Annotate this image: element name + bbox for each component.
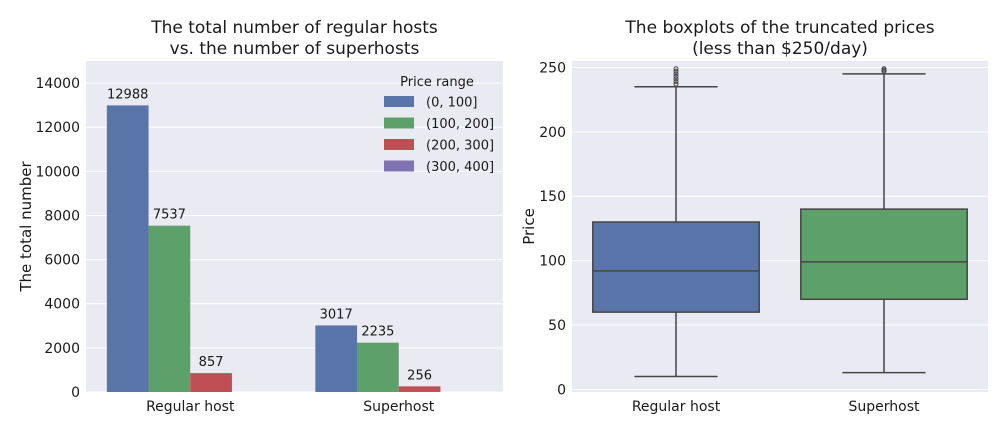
y-tick-label: 14000 [35, 76, 80, 92]
boxplot-panel: 0 50 100 150 200 250 Regular host Superhost The … [520, 18, 988, 415]
chart-subtitle: (less than $250/day) [692, 39, 868, 59]
legend-label: (200, 300] [426, 139, 494, 154]
legend-swatch [384, 117, 414, 129]
y-tick-label: 0 [557, 382, 566, 398]
bar [148, 225, 191, 392]
legend: Price range (0, 100] (100, 200] (200, 300] (… [384, 75, 494, 175]
y-tick-label: 200 [539, 125, 566, 141]
bar-value-label: 3017 [320, 307, 353, 322]
x-tick-label: Regular host [146, 399, 235, 415]
legend-label: (0, 100] [426, 96, 478, 111]
chart-subtitle: vs. the number of superhosts [170, 39, 420, 59]
outlier-point [673, 71, 679, 77]
legend-label: (300, 400] [426, 160, 494, 175]
outlier-point [673, 73, 679, 79]
outlier-point [673, 79, 679, 85]
chart-title: The boxplots of the truncated prices [624, 18, 934, 38]
outlier-point [673, 68, 679, 74]
bar [106, 105, 149, 392]
legend-title: Price range [400, 75, 474, 90]
boxplot [592, 66, 760, 378]
legend-swatch [384, 160, 414, 172]
bar-value-label: 256 [407, 368, 432, 383]
y-tick-label: 50 [548, 318, 566, 334]
bar-value-label: 12988 [107, 87, 148, 102]
chart-title: The total number of regular hosts [150, 18, 438, 38]
y-tick-label: 0 [71, 385, 80, 401]
legend-swatch [384, 139, 414, 150]
bar-value-label: 857 [199, 355, 224, 370]
legend-swatch [384, 96, 414, 107]
y-axis-label: Price [520, 208, 538, 245]
legend-label: (100, 200] [426, 117, 494, 132]
bar [190, 373, 232, 392]
outlier-point [673, 81, 679, 87]
bar-value-label: 2235 [361, 325, 394, 340]
x-tick-label: Regular host [632, 399, 721, 415]
y-tick-label: 8000 [44, 208, 80, 224]
bar [357, 342, 399, 392]
y-tick-label: 100 [539, 254, 566, 270]
y-tick-label: 250 [539, 60, 566, 76]
box [800, 208, 968, 301]
y-tick-label: 12000 [35, 120, 80, 136]
bar-value-label: 7537 [153, 208, 186, 223]
bar-chart-panel: 0 2000 4000 6000 8000 10000 12000 14000 12988 753… [17, 18, 503, 415]
x-tick-label: Superhost [849, 399, 921, 415]
bar [398, 386, 441, 392]
outlier-point [673, 66, 679, 72]
outlier-point [881, 66, 887, 72]
y-axis-label: The total number [17, 161, 35, 293]
y-tick-label: 10000 [35, 164, 80, 180]
boxplot [800, 66, 968, 374]
y-tick-label: 4000 [44, 297, 80, 313]
y-tick-label: 2000 [44, 341, 80, 357]
y-tick-label: 6000 [44, 253, 80, 269]
outlier-point [673, 76, 679, 82]
y-tick-label: 150 [539, 189, 566, 205]
box [592, 221, 760, 313]
bar [315, 325, 358, 392]
x-tick-label: Superhost [363, 399, 435, 415]
